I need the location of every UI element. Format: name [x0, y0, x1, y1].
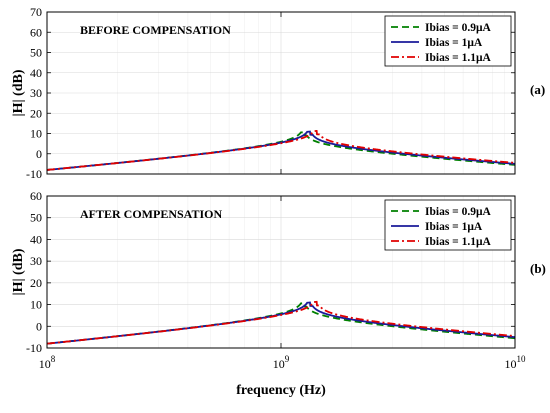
y-tick-label: 70	[30, 5, 42, 19]
x-tick-label: 109	[273, 354, 290, 371]
y-tick-label: 50	[30, 46, 42, 60]
y-tick-label: 60	[30, 189, 42, 203]
y-tick-label: 20	[30, 106, 42, 120]
legend: Ibias = 0.9μA Ibias = 1μA Ibias = 1.1μA	[384, 15, 512, 67]
series-line-3	[47, 129, 515, 171]
y-tick-label: 40	[30, 66, 42, 80]
series-line-3	[47, 300, 515, 345]
y-tick-label: 0	[36, 147, 42, 161]
panel-annotation: AFTER COMPENSATION	[80, 207, 222, 221]
panel-annotation: BEFORE COMPENSATION	[80, 23, 231, 37]
legend-box	[384, 199, 512, 251]
y-tick-label: 30	[30, 254, 42, 268]
x-tick-label: 1010	[505, 354, 527, 371]
y-tick-label: 20	[30, 276, 42, 290]
y-tick-label: 0	[36, 319, 42, 333]
y-tick-label: 40	[30, 232, 42, 246]
panel-label: (a)	[530, 82, 545, 97]
legend-label: Ibias = 1μA	[425, 221, 483, 233]
x-axis-label: frequency (Hz)	[236, 383, 326, 398]
y-tick-label: 50	[30, 211, 42, 225]
y-tick-label: 30	[30, 86, 42, 100]
y-axis-label: |H| (dB)	[11, 248, 26, 295]
y-tick-label: 60	[30, 25, 42, 39]
legend-box	[384, 15, 512, 67]
x-tick-label: 108	[39, 354, 56, 371]
y-axis-label: |H| (dB)	[11, 69, 26, 116]
panel-label: (b)	[530, 261, 546, 276]
legend-label: Ibias = 1μA	[425, 37, 483, 49]
legend-label: Ibias = 0.9μA	[425, 22, 491, 34]
y-tick-label: -10	[26, 341, 42, 355]
legend-label: Ibias = 1.1μA	[425, 52, 491, 64]
panel-after: -10 0 10 20 30 40 50 60 108 109 1010 |H| (dB) freque…	[11, 189, 546, 398]
legend-label: Ibias = 0.9μA	[425, 206, 491, 218]
panel-before: -10 0 10 20 30 40 50 60 70 |H| (dB) BEFORE COMPENS…	[11, 5, 545, 181]
y-tick-label: 10	[30, 127, 42, 141]
y-tick-label: 10	[30, 298, 42, 312]
legend: Ibias = 0.9μA Ibias = 1μA Ibias = 1.1μA	[384, 199, 512, 251]
legend-label: Ibias = 1.1μA	[425, 236, 491, 248]
y-tick-label: -10	[26, 167, 42, 181]
